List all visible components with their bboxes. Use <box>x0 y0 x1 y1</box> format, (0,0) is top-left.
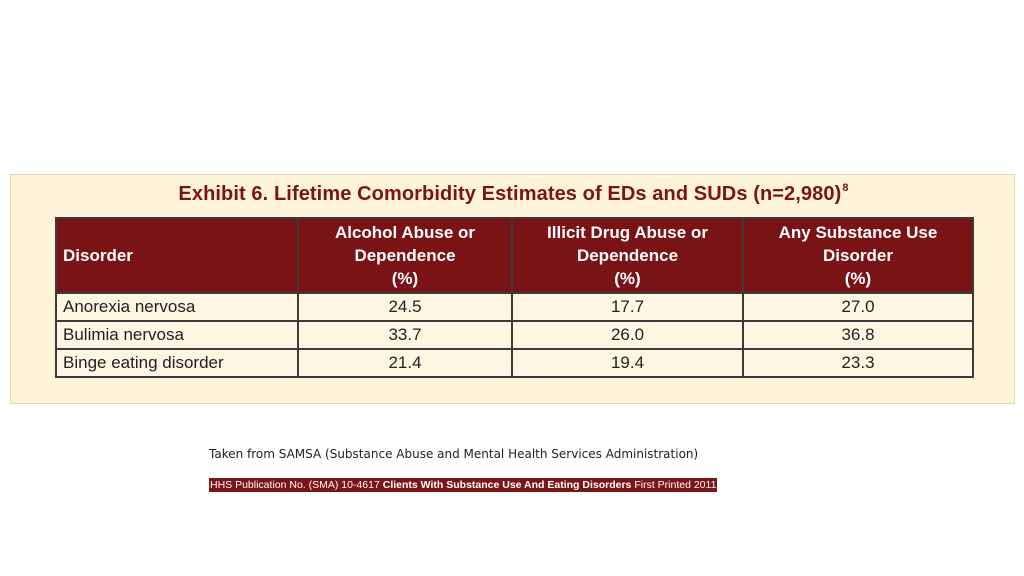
exhibit-panel: Exhibit 6. Lifetime Comorbidity Estimate… <box>10 174 1015 404</box>
header-any-line-1: Any Substance Use <box>778 223 938 242</box>
table-row: Anorexia nervosa 24.5 17.7 27.0 <box>55 292 974 322</box>
exhibit-title: Exhibit 6. Lifetime Comorbidity Estimate… <box>11 182 1016 206</box>
cell-illicit: 19.4 <box>511 348 744 378</box>
exhibit-title-text: Exhibit 6. Lifetime Comorbidity Estimate… <box>178 183 842 205</box>
cell-alcohol: 21.4 <box>297 348 513 378</box>
header-disorder: Disorder <box>55 217 299 294</box>
publication-title: Clients With Substance Use And Eating Di… <box>382 479 632 491</box>
cell-any: 36.8 <box>742 320 974 350</box>
table-row: Bulimia nervosa 33.7 26.0 36.8 <box>55 320 974 350</box>
cell-illicit: 17.7 <box>511 292 744 322</box>
cell-disorder: Binge eating disorder <box>55 348 299 378</box>
source-note: Taken from SAMSA (Substance Abuse and Me… <box>209 447 699 461</box>
header-illicit-line-1: Illicit Drug Abuse or <box>547 223 708 242</box>
comorbidity-table: Disorder Alcohol Abuse or Dependence (%)… <box>55 217 974 378</box>
cell-any: 27.0 <box>742 292 974 322</box>
cell-disorder: Anorexia nervosa <box>55 292 299 322</box>
table-header-row: Disorder Alcohol Abuse or Dependence (%)… <box>55 217 974 294</box>
cell-alcohol: 24.5 <box>297 292 513 322</box>
cell-any: 23.3 <box>742 348 974 378</box>
header-illicit-line-2: Dependence <box>576 246 679 265</box>
header-illicit-line-3: (%) <box>614 269 641 288</box>
header-illicit: Illicit Drug Abuse or Dependence (%) <box>511 217 744 294</box>
cell-disorder: Bulimia nervosa <box>55 320 299 350</box>
publication-suffix: First Printed 2011 <box>631 479 717 491</box>
header-alcohol-line-2: Dependence <box>354 246 456 265</box>
header-alcohol: Alcohol Abuse or Dependence (%) <box>297 217 513 294</box>
footnote-marker: 8 <box>842 182 849 194</box>
table-row: Binge eating disorder 21.4 19.4 23.3 <box>55 348 974 378</box>
cell-alcohol: 33.7 <box>297 320 513 350</box>
header-alcohol-line-1: Alcohol Abuse or <box>334 223 476 242</box>
header-alcohol-line-3: (%) <box>391 269 419 288</box>
header-any-line-2: Disorder <box>823 246 893 265</box>
header-any-line-3: (%) <box>844 269 872 288</box>
header-any: Any Substance Use Disorder (%) <box>742 217 974 294</box>
cell-illicit: 26.0 <box>511 320 744 350</box>
publication-citation: HHS Publication No. (SMA) 10-4617 Client… <box>209 478 718 492</box>
publication-prefix: HHS Publication No. (SMA) 10-4617 <box>210 479 383 491</box>
